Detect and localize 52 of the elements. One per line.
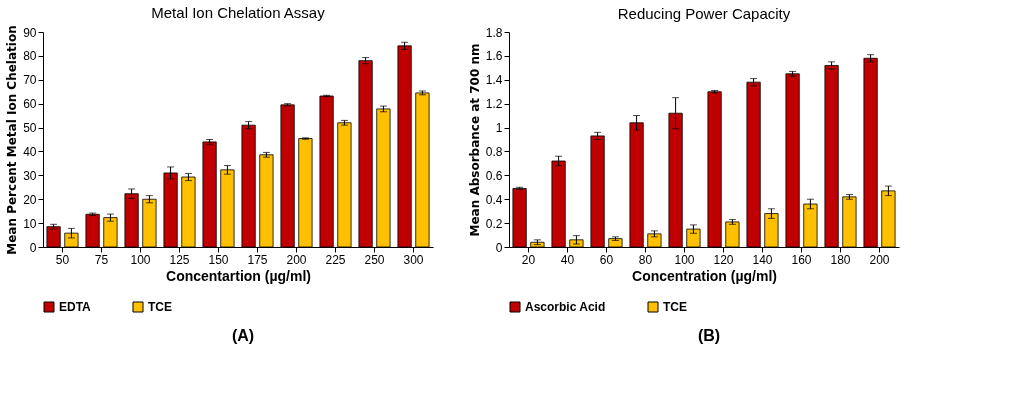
- legend-label: TCE: [663, 300, 687, 314]
- x-tick-label: 300: [403, 252, 424, 267]
- legend-label: EDTA: [59, 300, 92, 314]
- x-tick-label: 40: [560, 252, 575, 267]
- y-tick-label: 0: [29, 240, 37, 255]
- x-tick-label: 20: [521, 252, 536, 267]
- y-tick-label: 1.8: [485, 25, 503, 40]
- x-tick-label: 100: [674, 252, 695, 267]
- y-tick-label: 40: [23, 144, 37, 159]
- x-tick-label: 120: [713, 252, 734, 267]
- x-tick-label: 150: [208, 252, 229, 267]
- y-tick-label: 90: [23, 25, 37, 40]
- y-tick-label: 0.8: [485, 144, 503, 159]
- y-tick-label: 1.4: [485, 73, 503, 88]
- y-tick-label: 0.4: [485, 192, 503, 207]
- y-tick-label: 0: [495, 240, 503, 255]
- y-tick-label: 10: [23, 216, 37, 231]
- x-tick-label: 160: [791, 252, 812, 267]
- x-tick-label: 140: [752, 252, 773, 267]
- y-tick-label: 50: [23, 121, 37, 136]
- x-tick-label: 175: [247, 252, 268, 267]
- y-tick-label: 20: [23, 192, 37, 207]
- x-tick-label: 250: [364, 252, 385, 267]
- x-tick-label: 200: [286, 252, 307, 267]
- x-tick-label: 75: [94, 252, 109, 267]
- chart-title: Metal Ion Chelation Assay: [151, 3, 326, 21]
- y-tick-label: 1: [495, 121, 503, 136]
- y-axis-title: Mean Absorbance at 700 nm: [467, 43, 482, 237]
- y-axis-title: Mean Percent Metal Ion Chelation: [5, 25, 20, 255]
- x-tick-label: 225: [325, 252, 346, 267]
- x-tick-label: 200: [869, 252, 890, 267]
- chart-title: Reducing Power Capacity: [617, 5, 791, 22]
- y-tick-label: 80: [23, 49, 37, 64]
- x-tick-label: 60: [599, 252, 614, 267]
- x-tick-label: 50: [55, 252, 70, 267]
- text: (A): [231, 327, 255, 344]
- y-tick-label: 0.6: [485, 168, 503, 183]
- x-tick-label: 80: [638, 252, 653, 267]
- x-axis-title: Concentartion (µg/ml): [166, 267, 311, 284]
- x-axis-title: Concentration (µg/ml): [632, 267, 777, 284]
- x-tick-label: 180: [830, 252, 851, 267]
- legend-label: TCE: [148, 300, 172, 314]
- y-tick-label: 1.6: [485, 49, 503, 64]
- y-tick-label: 0.2: [485, 216, 503, 231]
- y-tick-label: 70: [23, 73, 37, 88]
- text: (B): [697, 327, 721, 344]
- y-tick-label: 60: [23, 97, 37, 112]
- y-tick-label: 30: [23, 168, 37, 183]
- legend-label: Ascorbic Acid: [525, 300, 606, 314]
- x-tick-label: 100: [130, 252, 151, 267]
- y-tick-label: 1.2: [485, 97, 503, 112]
- x-tick-label: 125: [169, 252, 190, 267]
